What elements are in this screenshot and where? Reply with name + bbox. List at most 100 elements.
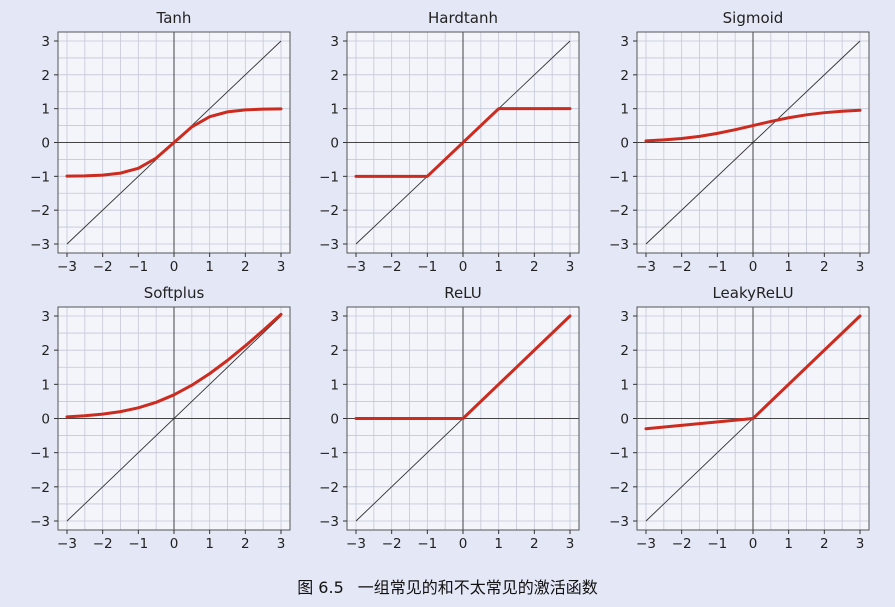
x-tick-label: −1 <box>128 259 148 275</box>
caption-label: 图 6.5 <box>297 578 344 597</box>
x-tick-label: 0 <box>459 259 468 275</box>
y-tick-label: 3 <box>620 309 629 325</box>
x-tick-label: −3 <box>636 259 656 275</box>
y-tick-label: 1 <box>41 377 50 393</box>
y-tick-label: −1 <box>609 169 629 185</box>
y-tick-label: −2 <box>319 203 339 219</box>
x-tick-label: −2 <box>93 536 113 552</box>
x-tick-label: 1 <box>494 536 503 552</box>
x-tick-label: 0 <box>170 536 179 552</box>
y-tick-label: 0 <box>41 412 50 428</box>
x-tick-label: −3 <box>346 536 366 552</box>
x-tick-label: 0 <box>459 536 468 552</box>
y-tick-label: −2 <box>609 480 629 496</box>
sigmoid-curve <box>644 108 862 143</box>
y-tick-label: 2 <box>330 343 339 359</box>
x-tick-label: 2 <box>820 259 829 275</box>
x-tick-label: −2 <box>93 259 113 275</box>
tanh-curve <box>65 107 283 178</box>
panel-softplus: −3 −2 −1 0 1 2 3 3 2 1 0 −1 −2 −3 Softplus <box>30 284 291 552</box>
x-tick-label: 2 <box>241 536 250 552</box>
chart-title: Hardtanh <box>428 9 498 27</box>
x-tick-label: −1 <box>707 536 727 552</box>
y-tick-label: 2 <box>330 68 339 84</box>
y-tick-label: −3 <box>30 237 50 253</box>
figure-caption: 图 6.5 一组常见的和不太常见的激活函数 <box>0 574 895 598</box>
x-tick-label: −2 <box>672 259 692 275</box>
y-tick-label: −2 <box>30 203 50 219</box>
y-tick-label: −3 <box>30 514 50 530</box>
chart-title: LeakyReLU <box>712 284 793 302</box>
x-tick-label: −1 <box>417 536 437 552</box>
y-tick-label: 0 <box>330 136 339 152</box>
y-tick-label: −3 <box>319 237 339 253</box>
x-tick-label: 2 <box>530 536 539 552</box>
x-tick-label: −3 <box>636 536 656 552</box>
panel-tanh: −3 −2 −1 0 1 2 3 3 2 1 0 −1 −2 −3 Tanh <box>30 9 291 275</box>
relu-curve <box>354 314 572 420</box>
y-tick-label: 3 <box>620 34 629 50</box>
y-tick-label: 3 <box>41 309 50 325</box>
y-tick-label: −3 <box>609 237 629 253</box>
y-tick-label: 3 <box>330 34 339 50</box>
y-tick-label: 2 <box>41 343 50 359</box>
identity-line <box>66 315 282 522</box>
x-tick-label: 3 <box>566 259 575 275</box>
y-tick-label: 3 <box>330 309 339 325</box>
y-tick-label: −2 <box>30 480 50 496</box>
x-tick-label: 1 <box>205 536 214 552</box>
panel-leakyrelu: −3 −2 −1 0 1 2 3 3 2 1 0 −1 −2 −3 LeakyReLU <box>609 284 870 552</box>
y-tick-label: 0 <box>620 412 629 428</box>
y-tick-label: −3 <box>609 514 629 530</box>
chart-title: Softplus <box>144 284 205 302</box>
activation-function-grid: −3 −2 −1 0 1 2 3 3 2 1 0 −1 −2 −3 Tanh −3 −2 −1 0 1 2 3 3 2 1 0 −1… <box>30 9 870 552</box>
y-tick-label: 0 <box>41 136 50 152</box>
x-tick-label: −3 <box>57 536 77 552</box>
x-tick-label: −2 <box>382 259 402 275</box>
y-tick-label: −1 <box>30 169 50 185</box>
y-tick-label: −1 <box>319 169 339 185</box>
y-tick-label: −1 <box>319 446 339 462</box>
y-tick-label: −2 <box>609 203 629 219</box>
softplus-curve <box>65 312 283 419</box>
x-tick-label: 0 <box>170 259 179 275</box>
chart-title: Sigmoid <box>723 9 784 27</box>
y-tick-label: −2 <box>319 480 339 496</box>
panel-relu: −3 −2 −1 0 1 2 3 3 2 1 0 −1 −2 −3 ReLU <box>319 284 580 552</box>
y-tick-label: −1 <box>30 446 50 462</box>
x-tick-label: 0 <box>749 259 758 275</box>
y-tick-label: 1 <box>41 102 50 118</box>
chart-title: Tanh <box>156 9 192 27</box>
x-tick-label: −1 <box>707 259 727 275</box>
x-tick-label: 0 <box>749 536 758 552</box>
x-tick-label: 1 <box>205 259 214 275</box>
y-tick-label: 1 <box>330 377 339 393</box>
identity-line <box>645 40 861 245</box>
x-tick-label: 3 <box>566 536 575 552</box>
y-tick-label: 1 <box>330 102 339 118</box>
y-tick-label: 0 <box>330 412 339 428</box>
x-tick-label: 3 <box>856 259 865 275</box>
chart-title: ReLU <box>444 284 482 302</box>
x-tick-label: 2 <box>241 259 250 275</box>
x-tick-label: −2 <box>382 536 402 552</box>
panel-hardtanh: −3 −2 −1 0 1 2 3 3 2 1 0 −1 −2 −3 Hardtanh <box>319 9 580 275</box>
x-tick-label: 3 <box>277 536 286 552</box>
x-tick-label: 2 <box>530 259 539 275</box>
y-tick-label: 2 <box>41 68 50 84</box>
y-tick-label: 1 <box>620 102 629 118</box>
leakyrelu-curve <box>644 314 862 431</box>
y-tick-label: −3 <box>319 514 339 530</box>
x-tick-label: 3 <box>856 536 865 552</box>
y-tick-label: 0 <box>620 136 629 152</box>
y-tick-label: 3 <box>41 34 50 50</box>
y-tick-label: 2 <box>620 343 629 359</box>
x-tick-label: 1 <box>784 259 793 275</box>
x-tick-label: −3 <box>57 259 77 275</box>
x-tick-label: 2 <box>820 536 829 552</box>
y-tick-label: 1 <box>620 377 629 393</box>
x-tick-label: −3 <box>346 259 366 275</box>
x-tick-label: −1 <box>128 536 148 552</box>
y-tick-label: 2 <box>620 68 629 84</box>
